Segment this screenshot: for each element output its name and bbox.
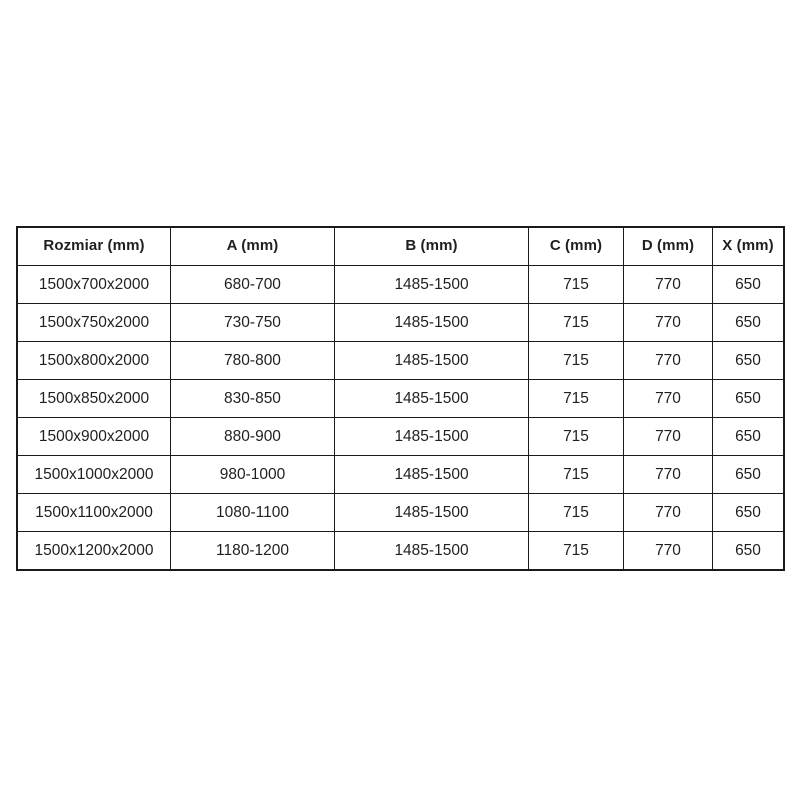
cell-d: 770 xyxy=(623,493,713,532)
cell-x: 650 xyxy=(712,493,784,532)
cell-a: 730-750 xyxy=(170,303,335,342)
table-row: 1500x750x2000 730-750 1485-1500 715 770 … xyxy=(17,303,784,342)
cell-c: 715 xyxy=(528,417,624,456)
cell-x: 650 xyxy=(712,379,784,418)
column-header-x: X (mm) xyxy=(712,227,784,266)
table-header-row: Rozmiar (mm) A (mm) B (mm) C (mm) D (mm)… xyxy=(17,227,784,266)
cell-x: 650 xyxy=(712,417,784,456)
cell-x: 650 xyxy=(712,531,784,570)
cell-b: 1485-1500 xyxy=(334,493,529,532)
cell-size: 1500x850x2000 xyxy=(17,379,171,418)
cell-size: 1500x900x2000 xyxy=(17,417,171,456)
specification-table: Rozmiar (mm) A (mm) B (mm) C (mm) D (mm)… xyxy=(16,226,785,571)
cell-d: 770 xyxy=(623,417,713,456)
cell-c: 715 xyxy=(528,303,624,342)
cell-b: 1485-1500 xyxy=(334,379,529,418)
cell-a: 1180-1200 xyxy=(170,531,335,570)
cell-c: 715 xyxy=(528,341,624,380)
cell-d: 770 xyxy=(623,455,713,494)
cell-size: 1500x1100x2000 xyxy=(17,493,171,532)
cell-b: 1485-1500 xyxy=(334,265,529,304)
column-header-c: C (mm) xyxy=(528,227,624,266)
table-row: 1500x850x2000 830-850 1485-1500 715 770 … xyxy=(17,379,784,418)
cell-x: 650 xyxy=(712,341,784,380)
cell-c: 715 xyxy=(528,379,624,418)
cell-size: 1500x1000x2000 xyxy=(17,455,171,494)
cell-d: 770 xyxy=(623,531,713,570)
cell-size: 1500x700x2000 xyxy=(17,265,171,304)
table-row: 1500x1000x2000 980-1000 1485-1500 715 77… xyxy=(17,455,784,494)
column-header-a: A (mm) xyxy=(170,227,335,266)
specification-table-container: Rozmiar (mm) A (mm) B (mm) C (mm) D (mm)… xyxy=(16,226,785,571)
cell-x: 650 xyxy=(712,455,784,494)
table-header: Rozmiar (mm) A (mm) B (mm) C (mm) D (mm)… xyxy=(17,227,784,266)
cell-c: 715 xyxy=(528,265,624,304)
cell-x: 650 xyxy=(712,265,784,304)
table-row: 1500x800x2000 780-800 1485-1500 715 770 … xyxy=(17,341,784,380)
cell-size: 1500x750x2000 xyxy=(17,303,171,342)
column-header-d: D (mm) xyxy=(623,227,713,266)
column-header-rozmiar: Rozmiar (mm) xyxy=(17,227,171,266)
table-row: 1500x700x2000 680-700 1485-1500 715 770 … xyxy=(17,265,784,304)
cell-a: 680-700 xyxy=(170,265,335,304)
table-row: 1500x1200x2000 1180-1200 1485-1500 715 7… xyxy=(17,531,784,570)
cell-size: 1500x1200x2000 xyxy=(17,531,171,570)
table-row: 1500x900x2000 880-900 1485-1500 715 770 … xyxy=(17,417,784,456)
cell-size: 1500x800x2000 xyxy=(17,341,171,380)
cell-a: 880-900 xyxy=(170,417,335,456)
cell-b: 1485-1500 xyxy=(334,341,529,380)
column-header-b: B (mm) xyxy=(334,227,529,266)
cell-b: 1485-1500 xyxy=(334,455,529,494)
cell-c: 715 xyxy=(528,493,624,532)
cell-d: 770 xyxy=(623,265,713,304)
table-body: 1500x700x2000 680-700 1485-1500 715 770 … xyxy=(17,265,784,570)
cell-b: 1485-1500 xyxy=(334,303,529,342)
cell-d: 770 xyxy=(623,341,713,380)
cell-d: 770 xyxy=(623,379,713,418)
cell-b: 1485-1500 xyxy=(334,417,529,456)
cell-a: 980-1000 xyxy=(170,455,335,494)
table-row: 1500x1100x2000 1080-1100 1485-1500 715 7… xyxy=(17,493,784,532)
cell-c: 715 xyxy=(528,455,624,494)
cell-c: 715 xyxy=(528,531,624,570)
cell-a: 780-800 xyxy=(170,341,335,380)
cell-x: 650 xyxy=(712,303,784,342)
cell-b: 1485-1500 xyxy=(334,531,529,570)
cell-d: 770 xyxy=(623,303,713,342)
cell-a: 1080-1100 xyxy=(170,493,335,532)
cell-a: 830-850 xyxy=(170,379,335,418)
